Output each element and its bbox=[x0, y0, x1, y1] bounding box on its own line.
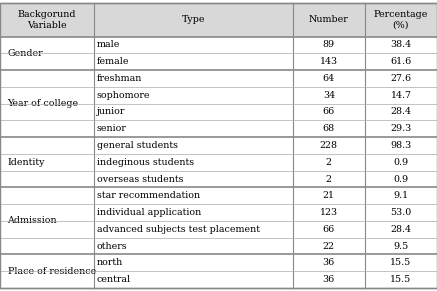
Text: 28.4: 28.4 bbox=[390, 225, 412, 234]
Text: 53.0: 53.0 bbox=[390, 208, 412, 217]
Text: 21: 21 bbox=[323, 191, 335, 200]
Text: overseas students: overseas students bbox=[97, 175, 184, 184]
Text: 29.3: 29.3 bbox=[390, 124, 412, 133]
Text: 28.4: 28.4 bbox=[390, 107, 412, 116]
Text: 228: 228 bbox=[320, 141, 338, 150]
Text: north: north bbox=[97, 258, 123, 267]
Text: Backgorund
Variable: Backgorund Variable bbox=[18, 10, 76, 30]
Text: 9.1: 9.1 bbox=[393, 191, 409, 200]
Text: 66: 66 bbox=[323, 107, 335, 116]
Text: male: male bbox=[97, 40, 120, 49]
Text: 34: 34 bbox=[323, 91, 335, 100]
Text: Number: Number bbox=[309, 15, 349, 24]
Text: indeginous students: indeginous students bbox=[97, 158, 194, 167]
Text: 15.5: 15.5 bbox=[390, 275, 412, 284]
Text: 2: 2 bbox=[326, 158, 332, 167]
Text: star recommendation: star recommendation bbox=[97, 191, 200, 200]
Text: Gender: Gender bbox=[7, 49, 43, 58]
Text: 14.7: 14.7 bbox=[390, 91, 412, 100]
Text: female: female bbox=[97, 57, 129, 66]
Text: 61.6: 61.6 bbox=[390, 57, 412, 66]
Text: 36: 36 bbox=[323, 275, 335, 284]
Text: 22: 22 bbox=[323, 242, 335, 251]
Text: Admission: Admission bbox=[7, 217, 57, 226]
Text: 2: 2 bbox=[326, 175, 332, 184]
Text: others: others bbox=[97, 242, 128, 251]
Text: junior: junior bbox=[97, 107, 125, 116]
Text: Year of college: Year of college bbox=[7, 99, 79, 108]
Text: freshman: freshman bbox=[97, 74, 142, 83]
Text: 89: 89 bbox=[323, 40, 335, 49]
Text: 68: 68 bbox=[323, 124, 335, 133]
Text: 27.6: 27.6 bbox=[390, 74, 412, 83]
Text: general students: general students bbox=[97, 141, 178, 150]
Text: advanced subjects test placement: advanced subjects test placement bbox=[97, 225, 260, 234]
Text: Identity: Identity bbox=[7, 158, 45, 167]
Text: 66: 66 bbox=[323, 225, 335, 234]
Text: senior: senior bbox=[97, 124, 127, 133]
Text: central: central bbox=[97, 275, 131, 284]
Text: 98.3: 98.3 bbox=[390, 141, 412, 150]
Text: 38.4: 38.4 bbox=[390, 40, 412, 49]
Text: 123: 123 bbox=[320, 208, 338, 217]
Text: Percentage
(%): Percentage (%) bbox=[374, 10, 428, 30]
Text: 143: 143 bbox=[320, 57, 338, 66]
Text: 64: 64 bbox=[323, 74, 335, 83]
Text: 0.9: 0.9 bbox=[393, 158, 409, 167]
Text: 9.5: 9.5 bbox=[393, 242, 409, 251]
Text: 0.9: 0.9 bbox=[393, 175, 409, 184]
Text: Place of residence: Place of residence bbox=[7, 267, 96, 276]
Text: Type: Type bbox=[182, 15, 205, 24]
Bar bbox=[0, 3, 437, 37]
Text: 36: 36 bbox=[323, 258, 335, 267]
Text: individual application: individual application bbox=[97, 208, 201, 217]
Text: 15.5: 15.5 bbox=[390, 258, 412, 267]
Text: sophomore: sophomore bbox=[97, 91, 150, 100]
